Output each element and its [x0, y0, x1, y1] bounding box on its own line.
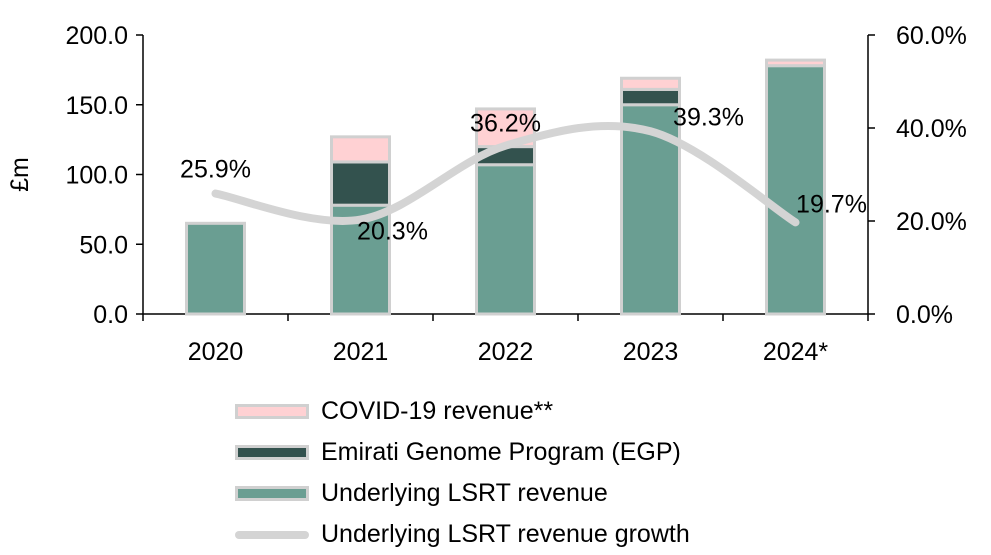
legend-swatch-growth: [235, 530, 309, 539]
chart-canvas: 0.0 50.0 100.0 150.0 200.0 0.0% 20.0% 40.0% 60.0…: [6, 22, 967, 366]
legend-item-egp: Emirati Genome Program (EGP): [235, 432, 690, 473]
x-tick-label: 2024*: [763, 338, 829, 366]
y-axis-title: £m: [6, 157, 34, 192]
y2-tick-label: 0.0%: [896, 301, 953, 329]
growth-data-label: 20.3%: [357, 218, 428, 246]
bar-egp: [620, 87, 681, 107]
growth-data-label: 25.9%: [180, 156, 251, 184]
y-tick-label: 50.0: [79, 231, 128, 259]
x-tick-label: 2022: [478, 338, 534, 366]
y-tick-label: 0.0: [93, 301, 128, 329]
legend-item-underlying: Underlying LSRT revenue: [235, 473, 690, 514]
chart-legend: COVID-19 revenue** Emirati Genome Progra…: [235, 391, 690, 555]
legend-item-growth: Underlying LSRT revenue growth: [235, 514, 690, 555]
y2-tick-label: 20.0%: [896, 208, 967, 236]
y2-tick-label: 60.0%: [896, 22, 967, 50]
growth-line: [211, 121, 800, 227]
legend-label-growth: Underlying LSRT revenue growth: [321, 520, 690, 548]
bar-covid: [765, 58, 826, 68]
y-tick-label: 100.0: [65, 162, 128, 190]
legend-label-underlying: Underlying LSRT revenue: [321, 479, 608, 507]
legend-label-egp: Emirati Genome Program (EGP): [321, 438, 681, 466]
legend-swatch-covid: [235, 404, 309, 419]
x-tick-label: 2021: [333, 338, 389, 366]
bar-underlying: [185, 221, 246, 316]
growth-data-label: 39.3%: [673, 103, 744, 131]
bar-covid: [330, 135, 391, 164]
y2-tick-label: 40.0%: [896, 115, 967, 143]
bar-covid: [620, 76, 681, 91]
x-tick-label: 2023: [623, 338, 679, 366]
y-tick-label: 200.0: [65, 22, 128, 50]
bar-underlying: [475, 163, 536, 316]
growth-data-label: 19.7%: [796, 190, 867, 218]
legend-swatch-underlying: [235, 486, 309, 501]
bar-egp: [330, 160, 391, 207]
growth-data-label: 36.2%: [470, 110, 541, 138]
legend-swatch-egp: [235, 445, 309, 460]
legend-item-covid: COVID-19 revenue**: [235, 391, 690, 432]
x-tick-label: 2020: [188, 338, 244, 366]
y-tick-label: 150.0: [65, 92, 128, 120]
legend-label-covid: COVID-19 revenue**: [321, 397, 554, 425]
